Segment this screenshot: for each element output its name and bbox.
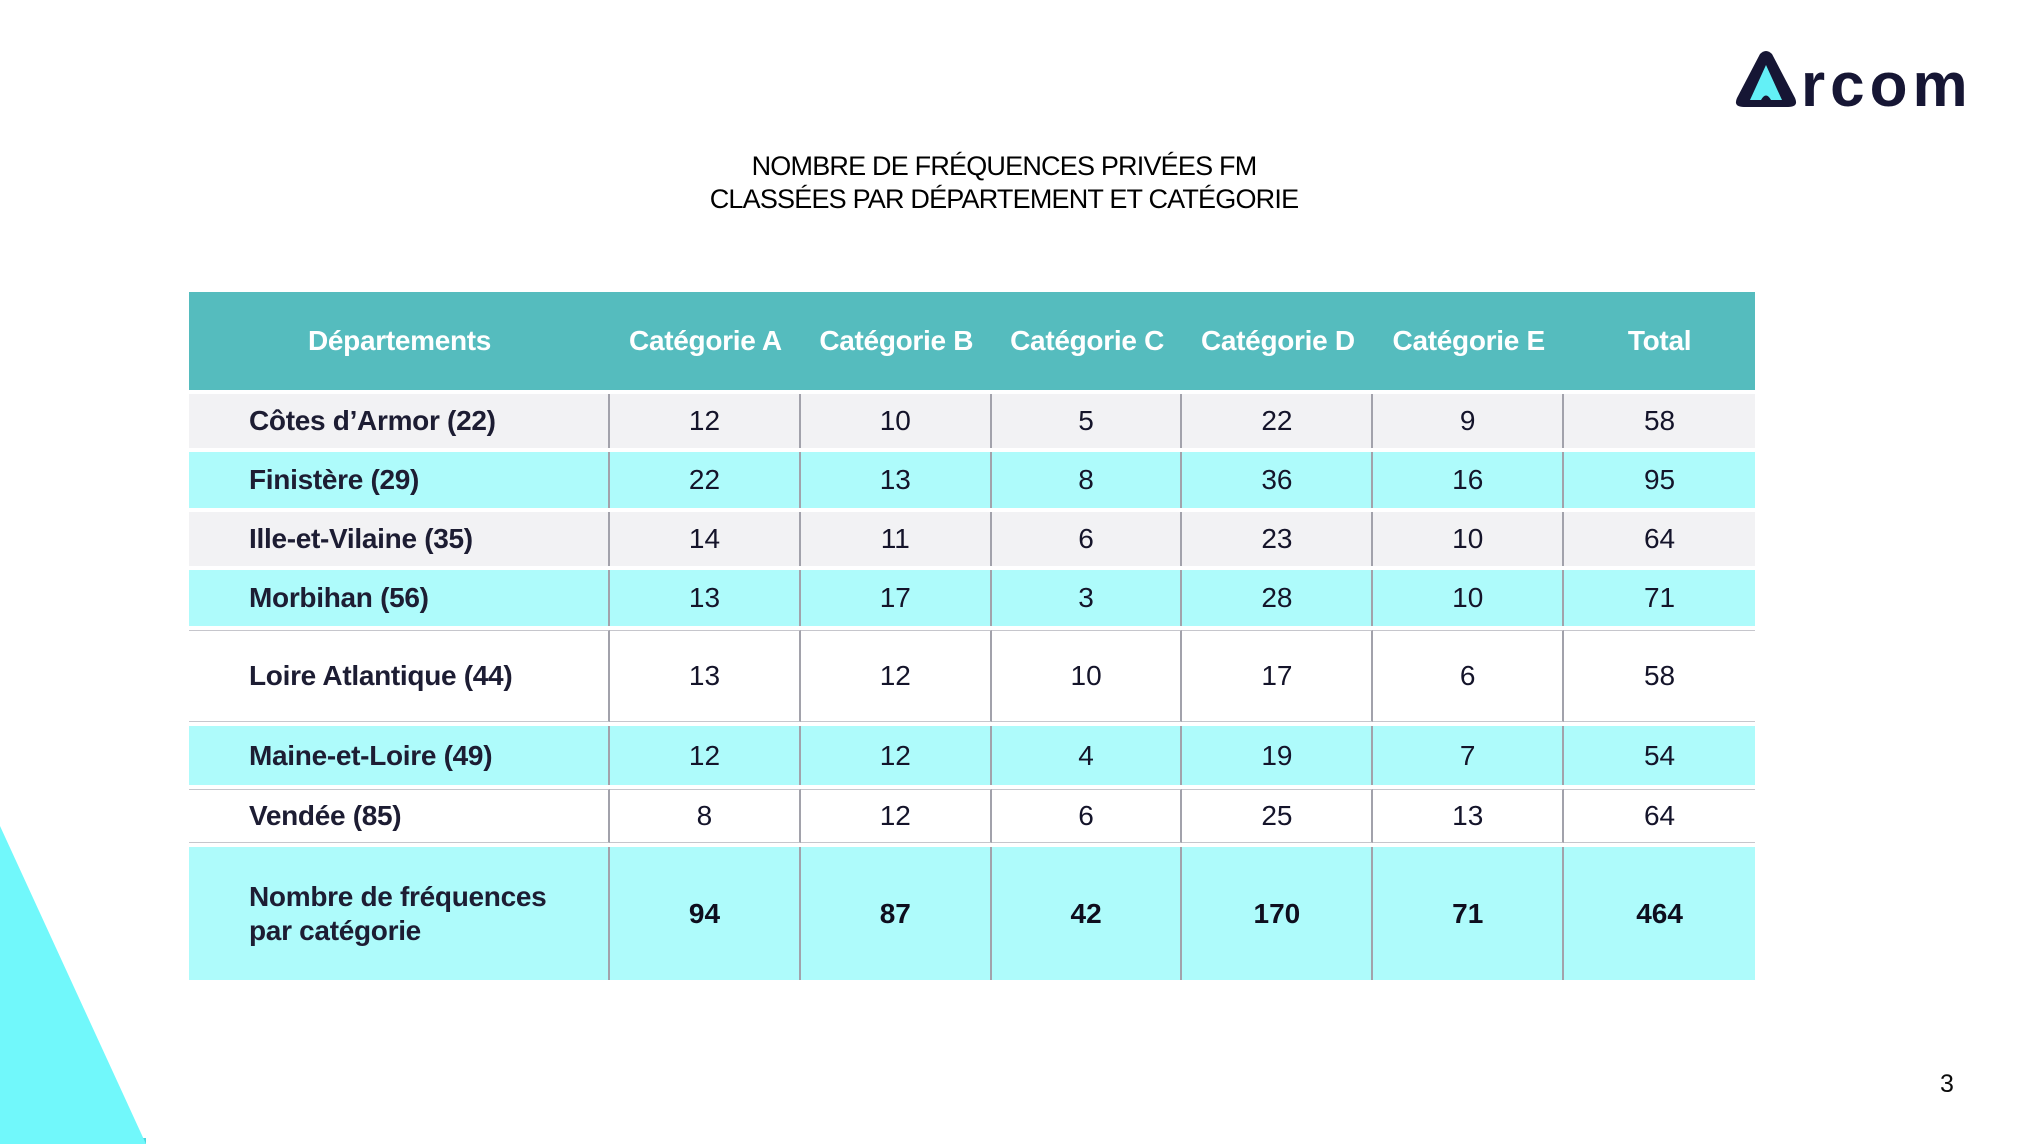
total-cell: 64 (1564, 789, 1755, 843)
value-cell: 12 (610, 394, 801, 448)
footer-grand-total-cell: 464 (1564, 847, 1755, 980)
footer-total-cell: 170 (1182, 847, 1374, 980)
arcom-logo: rcom (1733, 48, 1993, 120)
value-cell: 10 (800, 394, 992, 448)
table-row-vendee: Vendée (85) 8 12 6 25 13 64 (189, 789, 1755, 843)
column-header-categorie-c: Catégorie C (991, 292, 1183, 390)
table-row-ille-et-vilaine: Ille-et-Vilaine (35) 14 11 6 23 10 64 (189, 512, 1755, 566)
value-cell: 13 (1373, 789, 1565, 843)
table-header-row: Départements Catégorie A Catégorie B Cat… (189, 292, 1755, 390)
value-cell: 22 (610, 452, 801, 508)
value-cell: 28 (1182, 570, 1374, 626)
column-header-departements: Départements (189, 292, 611, 390)
total-cell: 71 (1564, 570, 1755, 626)
footer-total-cell: 71 (1373, 847, 1565, 980)
slide-title-line1: NOMBRE DE FRÉQUENCES PRIVÉES FM (751, 151, 1258, 181)
total-cell: 54 (1564, 726, 1755, 785)
value-cell: 23 (1182, 512, 1374, 566)
value-cell: 3 (991, 570, 1183, 626)
total-cell: 58 (1564, 394, 1755, 448)
column-header-categorie-a: Catégorie A (610, 292, 801, 390)
value-cell: 8 (610, 789, 801, 843)
department-label: Loire Atlantique (44) (189, 630, 611, 722)
table-row-finistere: Finistère (29) 22 13 8 36 16 95 (189, 452, 1755, 508)
department-label: Ille-et-Vilaine (35) (189, 512, 611, 566)
frequencies-table: Départements Catégorie A Catégorie B Cat… (189, 288, 1755, 984)
department-label: Finistère (29) (189, 452, 611, 508)
footer-label-text: Nombre de fréquences par catégorie (249, 880, 547, 946)
value-cell: 10 (1373, 512, 1565, 566)
value-cell: 6 (991, 789, 1183, 843)
value-cell: 9 (1373, 394, 1565, 448)
value-cell: 10 (991, 630, 1183, 722)
footer-total-cell: 87 (800, 847, 992, 980)
department-label: Morbihan (56) (189, 570, 611, 626)
footer-total-cell: 94 (610, 847, 801, 980)
value-cell: 12 (800, 789, 992, 843)
column-header-total: Total (1564, 292, 1755, 390)
page-number: 3 (1940, 1070, 1954, 1098)
slide-title: NOMBRE DE FRÉQUENCES PRIVÉES FM CLASSÉES… (710, 150, 1299, 216)
column-header-categorie-d: Catégorie D (1182, 292, 1374, 390)
value-cell: 12 (800, 630, 992, 722)
table-row-morbihan: Morbihan (56) 13 17 3 28 10 71 (189, 570, 1755, 626)
value-cell: 12 (610, 726, 801, 785)
value-cell: 6 (991, 512, 1183, 566)
arcom-logo-icon: rcom (1735, 51, 1973, 120)
value-cell: 13 (610, 630, 801, 722)
value-cell: 17 (800, 570, 992, 626)
corner-triangle-decoration (0, 826, 146, 1144)
value-cell: 6 (1373, 630, 1565, 722)
slide-title-line2: CLASSÉES PAR DÉPARTEMENT ET CATÉGORIE (709, 184, 1299, 214)
value-cell: 13 (610, 570, 801, 626)
footer-total-cell: 42 (991, 847, 1183, 980)
table-footer-row: Nombre de fréquences par catégorie 94 87… (189, 847, 1755, 980)
value-cell: 17 (1182, 630, 1374, 722)
column-header-categorie-b: Catégorie B (800, 292, 992, 390)
value-cell: 4 (991, 726, 1183, 785)
value-cell: 36 (1182, 452, 1374, 508)
value-cell: 14 (610, 512, 801, 566)
footer-label: Nombre de fréquences par catégorie (189, 847, 611, 980)
total-cell: 58 (1564, 630, 1755, 722)
value-cell: 8 (991, 452, 1183, 508)
value-cell: 22 (1182, 394, 1374, 448)
value-cell: 16 (1373, 452, 1565, 508)
total-cell: 64 (1564, 512, 1755, 566)
value-cell: 19 (1182, 726, 1374, 785)
arcom-wordmark: rcom (1801, 51, 1973, 110)
value-cell: 25 (1182, 789, 1374, 843)
value-cell: 12 (800, 726, 992, 785)
table-row-loire-atlantique: Loire Atlantique (44) 13 12 10 17 6 58 (189, 630, 1755, 722)
value-cell: 13 (800, 452, 992, 508)
value-cell: 11 (800, 512, 992, 566)
column-header-categorie-e: Catégorie E (1373, 292, 1565, 390)
value-cell: 10 (1373, 570, 1565, 626)
value-cell: 5 (991, 394, 1183, 448)
department-label: Vendée (85) (189, 789, 611, 843)
total-cell: 95 (1564, 452, 1755, 508)
value-cell: 7 (1373, 726, 1565, 785)
table-row-maine-et-loire: Maine-et-Loire (49) 12 12 4 19 7 54 (189, 726, 1755, 785)
department-label: Maine-et-Loire (49) (189, 726, 611, 785)
table-row-cotes-darmor: Côtes d’Armor (22) 12 10 5 22 9 58 (189, 394, 1755, 448)
department-label: Côtes d’Armor (22) (189, 394, 611, 448)
